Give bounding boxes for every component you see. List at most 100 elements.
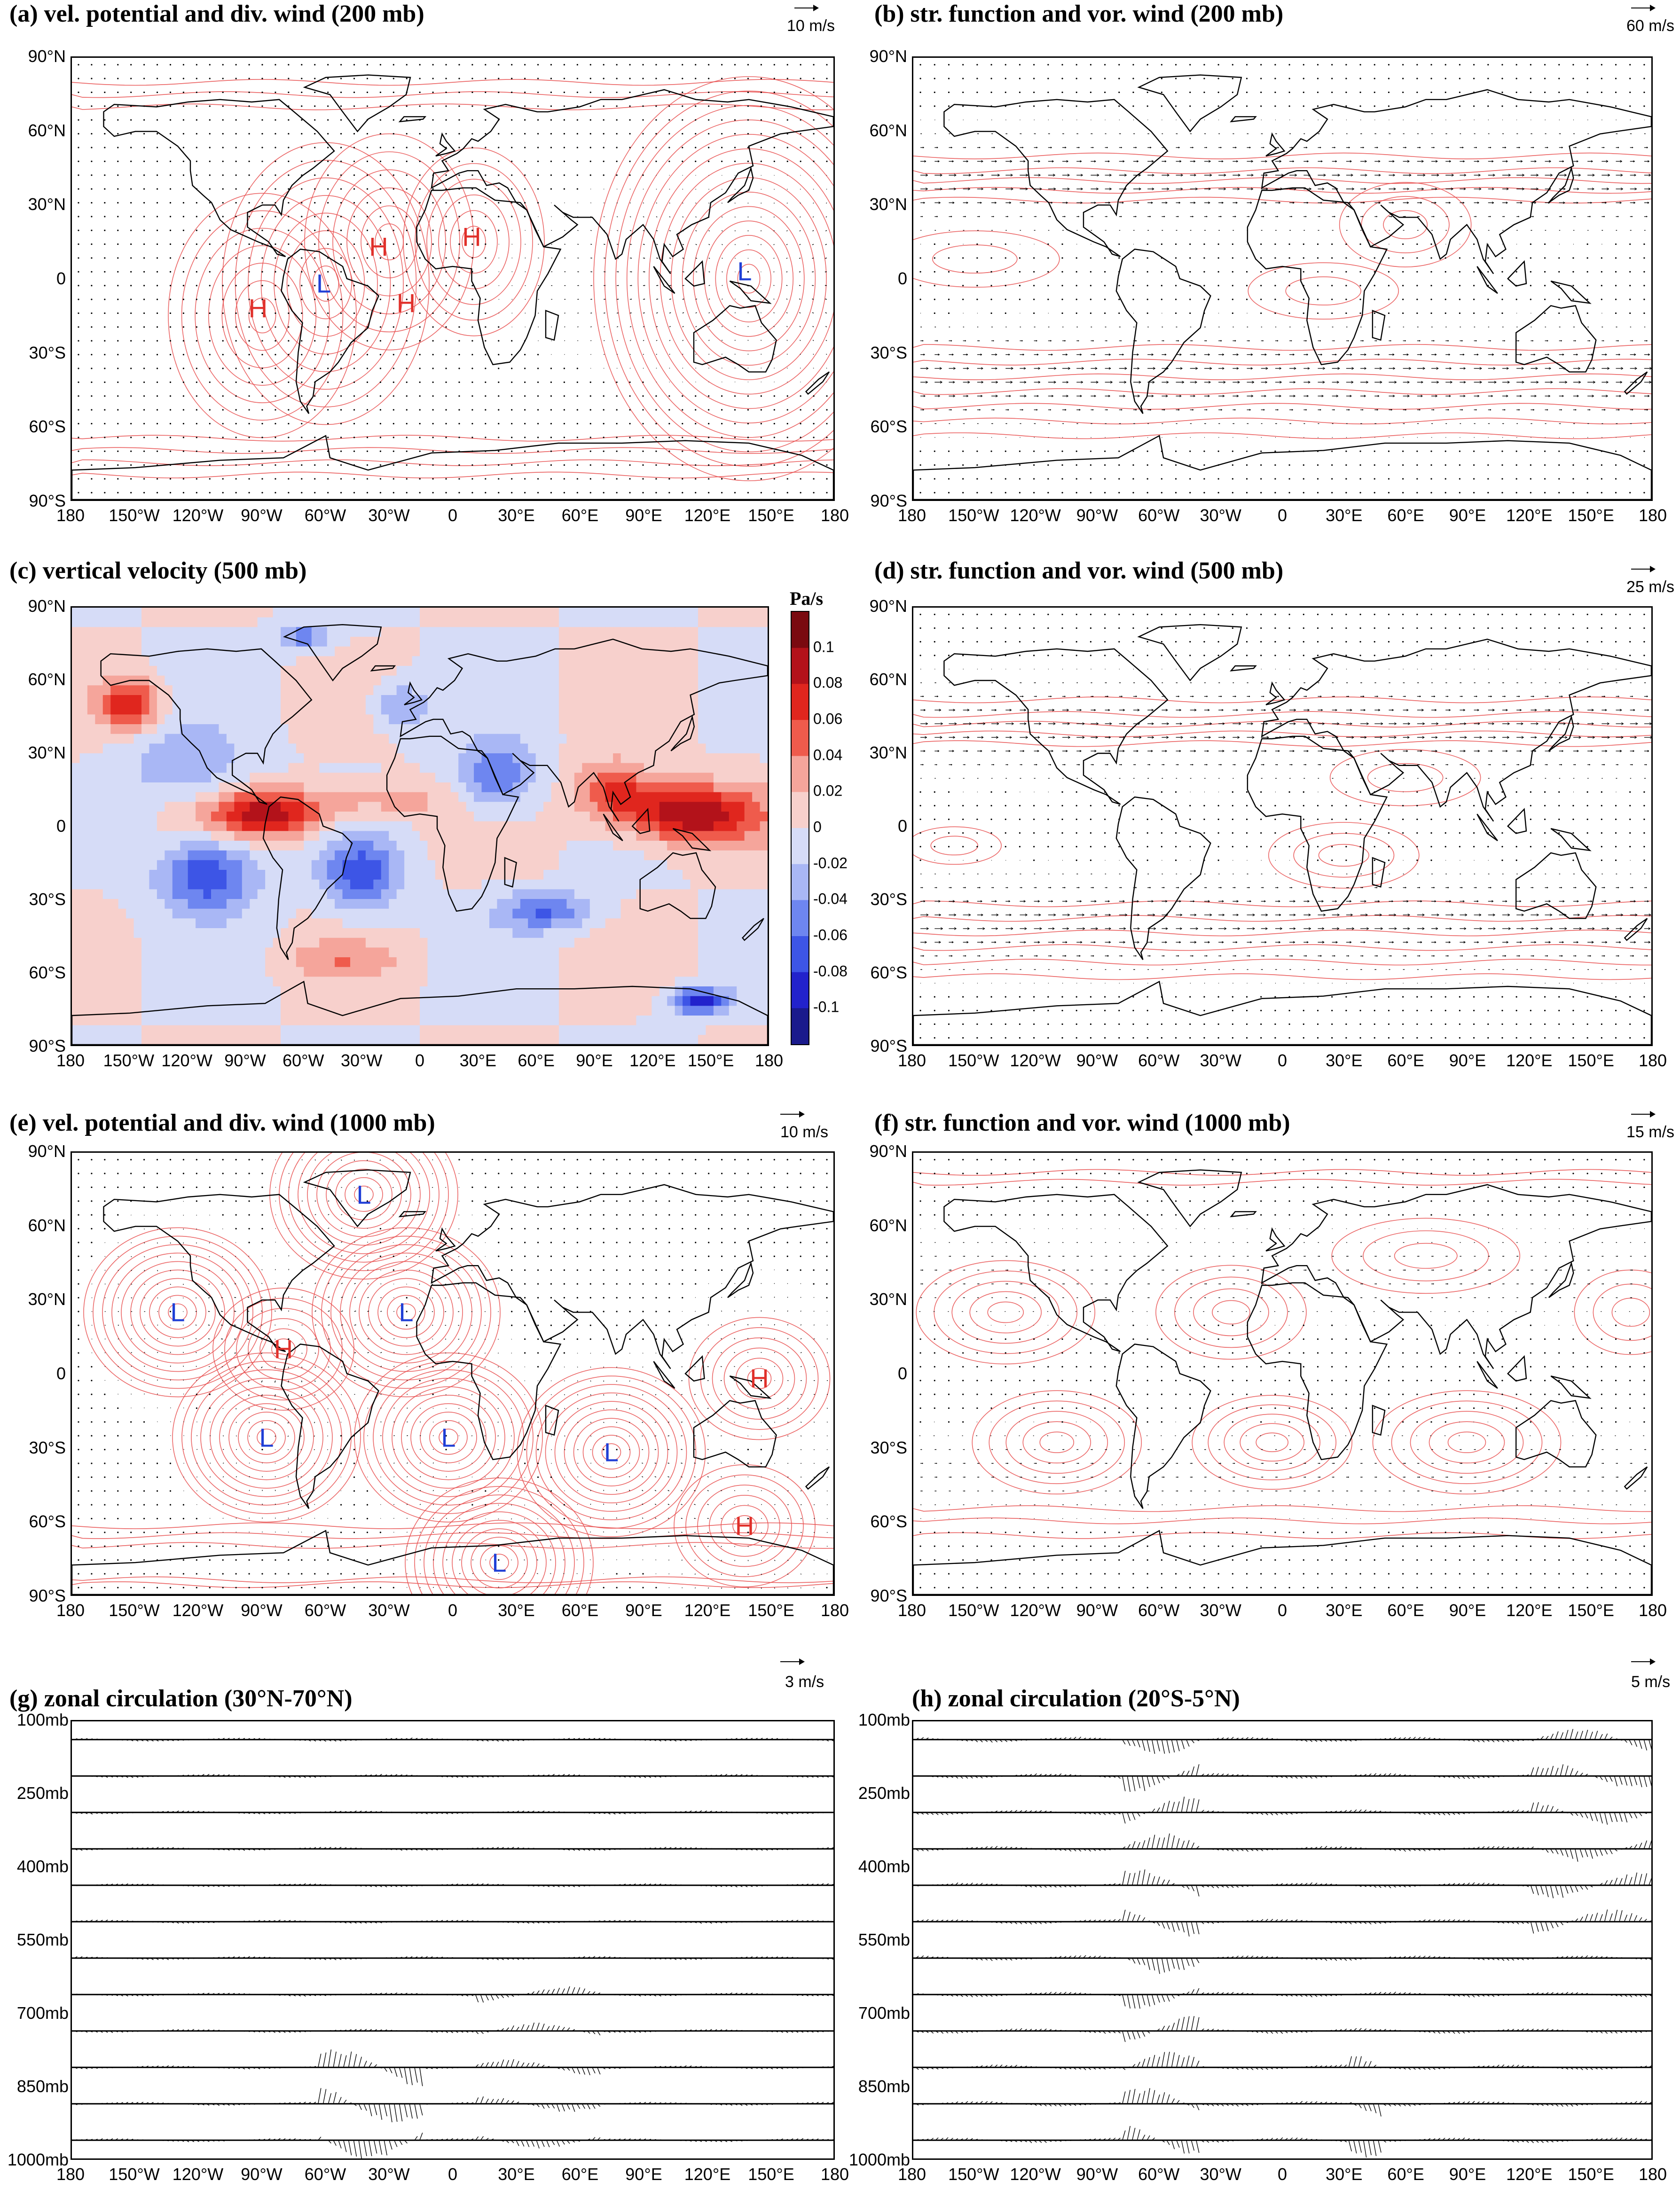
vector-dot (104, 437, 106, 438)
vector-dot (248, 174, 250, 176)
vector-dot (1487, 105, 1489, 107)
vector-dot (642, 492, 644, 493)
vector-head (1649, 367, 1651, 370)
vector-dot (1501, 271, 1503, 273)
vector-dot (1643, 464, 1645, 466)
vector-head (1574, 133, 1575, 134)
vector-dot (117, 160, 119, 162)
vector-dot (813, 409, 815, 411)
vector-head (965, 216, 966, 218)
vector-dot (813, 450, 815, 452)
vector-dot (130, 492, 132, 493)
vector-head (1162, 133, 1163, 134)
vector-head (1167, 188, 1170, 190)
vector-dot (934, 271, 935, 273)
vector-dot (511, 395, 513, 397)
vector-head (1124, 173, 1127, 177)
vector-dot (786, 422, 788, 425)
vector-head (1378, 174, 1381, 177)
vector-head (1648, 188, 1651, 190)
vector-head (1209, 160, 1211, 163)
vector-dot (550, 105, 552, 107)
vector-dot (616, 422, 618, 425)
vector-dot (1260, 312, 1262, 314)
vector-dot (222, 492, 224, 493)
vector-head (1446, 230, 1447, 231)
vector-dot (511, 422, 513, 425)
vector-head (1451, 173, 1454, 177)
vector-head (1506, 188, 1509, 190)
vector-dot (1643, 78, 1645, 79)
vector-dot (379, 257, 381, 259)
vector-dot (537, 188, 539, 190)
vector-dot (471, 91, 473, 94)
vector-dot (78, 340, 79, 342)
vector-head (1475, 423, 1476, 424)
vector-dot (196, 78, 197, 79)
vector-dot (1317, 312, 1319, 314)
vector-dot (1104, 312, 1106, 314)
vector-dot (773, 64, 775, 66)
vector-dot (695, 478, 697, 480)
vector-dot (589, 478, 591, 480)
vector-dot (616, 174, 618, 176)
vector-dot (1388, 91, 1390, 94)
vector-dot (78, 78, 79, 79)
vector-dot (1260, 257, 1262, 259)
vector-dot (655, 147, 657, 149)
vector-dot (1430, 450, 1432, 452)
vector-head (1561, 340, 1562, 342)
vector-head (1024, 394, 1027, 398)
vector-dot (143, 257, 145, 259)
vector-head (1419, 409, 1421, 411)
vector-dot (143, 395, 145, 397)
vector-dot (1558, 257, 1560, 259)
vector-dot (458, 492, 460, 493)
vector-dot (91, 422, 93, 425)
omega-cell (180, 608, 188, 618)
vector-dot (169, 133, 172, 135)
vector-dot (511, 216, 513, 218)
vector-dot (91, 64, 93, 66)
vector-dot (248, 91, 250, 94)
vector-dot (196, 409, 197, 411)
vector-dot (143, 464, 145, 466)
vector-dot (432, 64, 434, 66)
vector-dot (721, 78, 723, 79)
vector-dot (1132, 271, 1134, 273)
vector-head (1262, 133, 1263, 134)
vector-dot (976, 464, 978, 466)
vector-dot (340, 78, 342, 79)
vector-dot (353, 367, 355, 369)
vector-dot (379, 91, 381, 94)
vector-head (1124, 367, 1127, 370)
vector-head (1321, 395, 1324, 398)
vector-dot (1076, 478, 1077, 480)
vector-dot (445, 312, 447, 314)
vector-head (1038, 173, 1041, 177)
vector-dot (747, 395, 749, 397)
vector-dot (301, 229, 303, 231)
vector-head (696, 217, 697, 218)
coastline-11 (1265, 132, 1286, 157)
vector-dot (1444, 478, 1446, 480)
vector-dot (511, 202, 513, 204)
vector-dot (445, 160, 447, 162)
vector-dot (485, 367, 487, 369)
vector-head (1536, 173, 1539, 177)
vector-dot (314, 174, 316, 176)
vector-head (1461, 216, 1462, 218)
vector-dot (485, 464, 487, 466)
vector-dot (1359, 285, 1361, 287)
vector-head (1432, 230, 1433, 231)
vector-head (1152, 381, 1155, 384)
vector-dot (327, 409, 329, 411)
vector-head (1219, 133, 1220, 134)
omega-cell (288, 608, 297, 618)
vector-dot (1005, 492, 1006, 493)
vector-dot (379, 174, 381, 176)
vector-dot (248, 312, 250, 314)
vector-dot (288, 298, 290, 300)
vector-dot (589, 133, 591, 135)
vector-head (1081, 188, 1083, 190)
